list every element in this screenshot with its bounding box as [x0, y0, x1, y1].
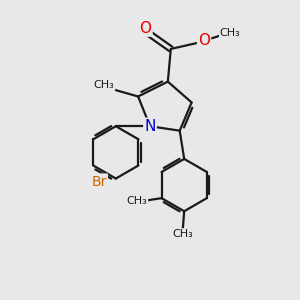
Text: N: N [144, 119, 156, 134]
Text: CH₃: CH₃ [127, 196, 147, 206]
Text: O: O [198, 32, 210, 47]
Text: CH₃: CH₃ [172, 229, 193, 239]
Text: O: O [140, 21, 152, 36]
Text: CH₃: CH₃ [94, 80, 114, 90]
Text: CH₃: CH₃ [220, 28, 241, 38]
Text: Br: Br [92, 175, 107, 188]
